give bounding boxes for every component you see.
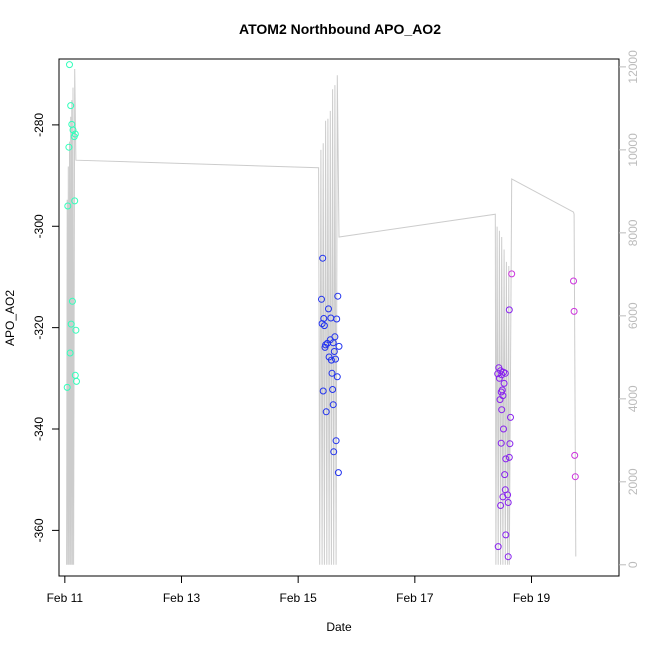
data-point-points_feb11-12 [66, 349, 74, 357]
data-point-points_feb15-6 [333, 315, 341, 323]
data-point-points_feb18-13 [498, 406, 506, 414]
data-point-points_feb15-3 [325, 305, 332, 313]
y-tick-label: -300 [32, 214, 46, 238]
data-point-points_feb18-17 [506, 440, 514, 448]
data-point-points_feb18-27 [494, 543, 502, 551]
data-point-points_feb18-24 [504, 499, 512, 506]
data-point-points_feb15-20 [328, 369, 336, 377]
data-point-points_feb15-7 [318, 320, 326, 328]
data-point-points_feb11-9 [68, 297, 76, 305]
data-point-points_feb11-1 [67, 102, 75, 110]
data-point-points_feb18-15 [500, 425, 507, 433]
data-point-points_feb18-6 [501, 369, 509, 377]
data-point-points_feb18-5 [500, 368, 507, 376]
data-point-points_feb18-7 [495, 374, 503, 382]
y2-tick-label: 10000 [626, 133, 640, 167]
y2-tick-label: 2000 [626, 468, 640, 495]
data-point-points_feb15-24 [329, 401, 337, 409]
y2-tick-label: 4000 [626, 385, 640, 412]
data-point-points_feb18-0 [505, 306, 513, 314]
data-point-points_feb11-6 [65, 143, 73, 151]
data-point-points_feb18-22 [504, 491, 512, 499]
data-point-points_feb11-14 [73, 377, 80, 385]
x-tick-label: Feb 15 [279, 591, 317, 605]
data-point-points_feb19-0 [508, 270, 516, 278]
data-point-points_feb15-26 [332, 437, 340, 445]
data-point-points_feb19-1 [570, 277, 577, 285]
data-point-points_feb15-28 [334, 469, 342, 477]
data-point-points_feb18-19 [505, 453, 513, 461]
y2-series-line [66, 68, 577, 565]
x-tick-label: Feb 19 [513, 591, 551, 605]
data-point-points_feb18-14 [507, 413, 514, 421]
y-axis: -280 -300 -320 -340 -360 [32, 113, 59, 542]
x-axis: Feb 11 Feb 13 Feb 15 Feb 17 Feb 19 [47, 576, 551, 605]
y2-tick-label: 6000 [626, 302, 640, 329]
data-point-points_feb15-14 [329, 339, 337, 347]
y-tick-label: -280 [32, 113, 46, 137]
data-point-points_feb11-10 [67, 320, 75, 328]
y-tick-label: -320 [32, 315, 46, 339]
x-tick-label: Feb 17 [396, 591, 434, 605]
data-point-points_feb15-23 [329, 386, 337, 393]
x-axis-label: Date [326, 620, 352, 634]
data-point-points_feb11-5 [71, 130, 79, 138]
y-tick-label: -340 [32, 417, 46, 441]
y2-tick-label: 0 [626, 561, 640, 568]
data-point-points_feb15-15 [335, 342, 343, 350]
data-point-points_feb18-18 [502, 455, 510, 463]
data-point-points_feb18-23 [499, 493, 507, 501]
data-point-points_feb18-10 [497, 388, 505, 396]
data-point-points_feb11-11 [72, 326, 80, 334]
data-point-points_feb18-20 [501, 471, 509, 479]
data-point-points_feb15-18 [327, 356, 335, 364]
data-point-points_feb18-28 [504, 553, 512, 561]
data-point-points_feb11-3 [69, 126, 77, 134]
data-point-points_feb18-12 [496, 396, 504, 404]
data-point-points_feb18-25 [497, 502, 505, 509]
data-point-points_feb15-22 [319, 387, 327, 395]
x-tick-label: Feb 13 [163, 591, 201, 605]
data-point-points_feb18-16 [497, 439, 505, 447]
x-tick-label: Feb 11 [47, 591, 84, 605]
data-point-points_feb15-19 [332, 355, 339, 363]
data-point-points_feb19-3 [571, 451, 579, 459]
y2-axis: 0 2000 4000 6000 8000 10000 12000 [619, 50, 640, 568]
chart-title: ATOM2 Northbound APO_AO2 [239, 21, 441, 37]
data-point-points_feb11-8 [71, 197, 79, 205]
y2-tick-label: 12000 [626, 50, 640, 84]
data-point-points_feb19-4 [571, 473, 579, 481]
plot-frame [58, 58, 620, 577]
y-tick-label: -360 [32, 518, 46, 542]
data-point-points_feb15-21 [333, 373, 341, 381]
y2-line-layer [66, 68, 577, 565]
data-point-points_feb11-0 [66, 61, 73, 69]
data-point-points_feb19-2 [570, 307, 578, 315]
data-point-points_feb11-15 [63, 383, 71, 391]
data-point-points_feb15-8 [320, 322, 328, 330]
data-point-points_feb15-2 [318, 295, 325, 303]
data-point-points_feb15-1 [334, 292, 342, 300]
y2-tick-label: 8000 [626, 219, 640, 246]
data-point-points_feb15-13 [321, 343, 329, 351]
data-point-points_feb11-7 [64, 202, 72, 210]
data-point-points_feb15-25 [322, 408, 330, 416]
points-layer [63, 61, 579, 561]
data-point-points_feb15-16 [330, 348, 338, 355]
data-point-points_feb18-26 [502, 531, 510, 539]
data-point-points_feb15-0 [319, 254, 327, 262]
data-point-points_feb15-27 [330, 448, 338, 456]
y-axis-label: APO_AO2 [3, 290, 17, 346]
data-point-points_feb18-8 [500, 379, 508, 387]
